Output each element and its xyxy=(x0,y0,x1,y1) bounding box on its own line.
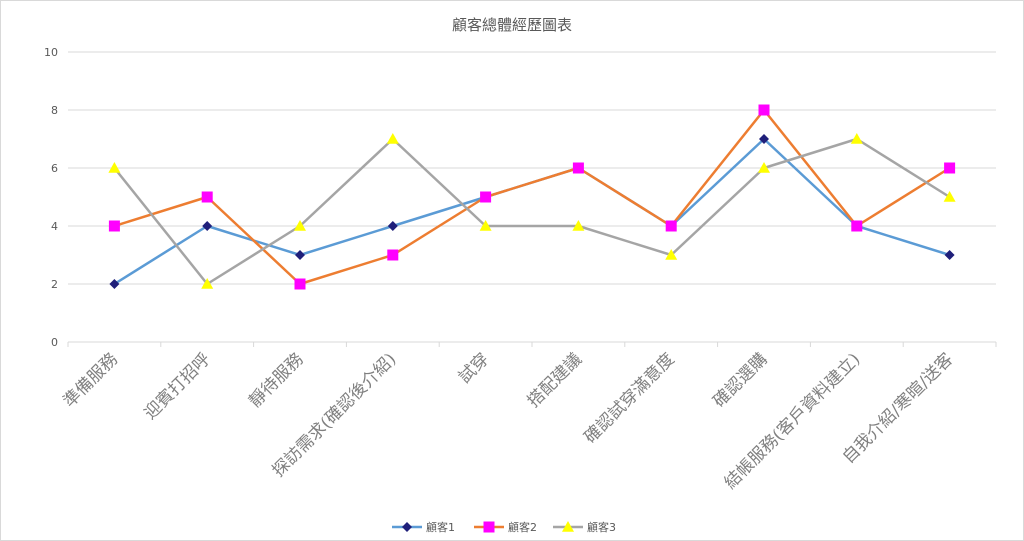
x-tick-label: 靜待服務 xyxy=(245,349,307,411)
y-axis-ticks: 0 2 4 6 8 10 xyxy=(44,46,58,349)
data-point xyxy=(108,220,120,232)
data-point xyxy=(387,221,398,231)
data-point xyxy=(202,221,213,231)
data-point xyxy=(402,522,412,532)
y-tick-label: 10 xyxy=(44,46,58,59)
data-point xyxy=(665,220,677,232)
data-point xyxy=(850,133,863,144)
y-tick-label: 6 xyxy=(51,162,58,175)
data-point xyxy=(201,191,213,203)
data-point xyxy=(572,220,585,231)
chart-title: 顧客總體經歷圖表 xyxy=(452,16,572,34)
data-point xyxy=(665,249,678,260)
data-point xyxy=(295,250,305,260)
x-axis xyxy=(67,341,997,347)
data-point xyxy=(758,104,770,116)
x-tick-label: 準備服務 xyxy=(60,349,122,411)
legend-label: 顧客3 xyxy=(587,520,616,534)
data-point xyxy=(562,521,574,532)
data-point xyxy=(758,162,770,173)
data-point xyxy=(759,134,769,144)
series-lines xyxy=(113,108,951,286)
x-tick-label: 確認試穿滿意度 xyxy=(580,349,678,447)
data-point xyxy=(387,249,399,261)
series-line xyxy=(113,137,951,286)
data-point xyxy=(944,162,956,174)
data-point xyxy=(294,220,306,231)
data-point xyxy=(386,133,399,144)
x-tick-label: 搭配建議 xyxy=(524,349,586,411)
x-tick-label: 確認選購 xyxy=(709,349,771,411)
series-markers xyxy=(108,104,956,290)
legend-label: 顧客2 xyxy=(508,520,537,534)
data-point xyxy=(943,191,956,202)
data-point xyxy=(479,220,492,231)
legend: 顧客1 顧客2 顧客3 xyxy=(392,520,616,534)
y-tick-label: 8 xyxy=(51,104,58,117)
data-point xyxy=(851,220,863,232)
data-point xyxy=(483,521,495,533)
y-tick-label: 4 xyxy=(51,220,58,233)
data-point xyxy=(572,162,584,174)
x-tick-label: 試穿 xyxy=(455,349,493,387)
gridlines xyxy=(68,51,996,285)
data-point xyxy=(109,279,120,289)
data-point xyxy=(201,278,214,289)
data-point xyxy=(944,250,955,260)
data-point xyxy=(108,162,121,173)
y-tick-label: 2 xyxy=(51,278,58,291)
legend-label: 顧客1 xyxy=(426,520,455,534)
series-line xyxy=(114,108,951,286)
x-tick-label: 迎賓打招呼 xyxy=(140,349,214,423)
data-point xyxy=(294,278,306,290)
data-point xyxy=(480,191,492,203)
y-tick-label: 0 xyxy=(51,336,58,349)
